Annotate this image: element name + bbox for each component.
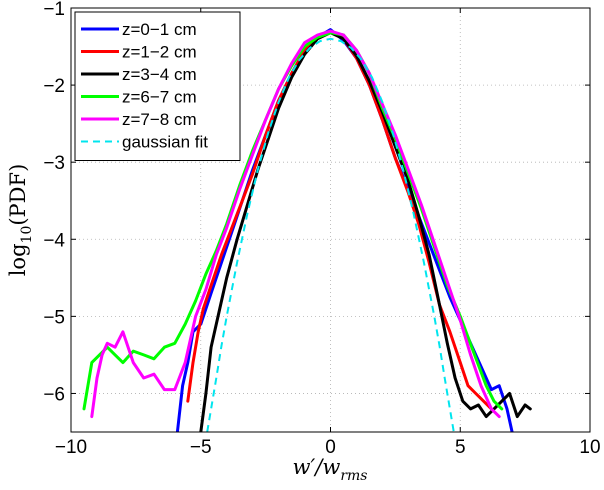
legend-label: z=1−2 cm xyxy=(122,43,197,62)
y-tick-label: −1 xyxy=(43,0,65,20)
y-tick-label: −3 xyxy=(43,153,65,174)
x-axis-label: w′/wrms xyxy=(293,455,368,484)
legend: z=0−1 cm z=1−2 cm z=3−4 cm z=6−7 cm z=7−8 cm… xyxy=(74,11,241,161)
x-tick-label: −5 xyxy=(190,437,212,458)
legend-box xyxy=(74,11,241,161)
x-tick-label: −10 xyxy=(55,437,87,458)
legend-label: z=0−1 cm xyxy=(122,20,197,39)
legend-label: z=6−7 cm xyxy=(122,88,197,107)
x-tick-labels: −10 −5 0 5 10 xyxy=(55,437,601,458)
series-line xyxy=(206,37,455,432)
series-lines xyxy=(82,28,532,432)
legend-label: z=7−8 cm xyxy=(122,110,197,129)
x-tick-label: 10 xyxy=(579,437,600,458)
x-tick-label: 5 xyxy=(455,437,466,458)
y-tick-label: −6 xyxy=(43,384,65,405)
x-tick-label: 0 xyxy=(325,437,336,458)
y-tick-label: −4 xyxy=(43,230,65,251)
series-line xyxy=(90,29,501,419)
plot-frame xyxy=(70,7,591,433)
y-tick-labels: −6 −5 −4 −3 −2 −1 xyxy=(43,0,65,405)
y-tick-label: −5 xyxy=(43,307,65,328)
legend-label: z=3−4 cm xyxy=(122,65,197,84)
series-line xyxy=(199,31,532,432)
grid xyxy=(71,8,590,432)
y-tick-label: −2 xyxy=(43,76,65,97)
legend-label: gaussian fit xyxy=(122,133,208,152)
y-axis-label: log10(PDF) xyxy=(6,164,35,277)
